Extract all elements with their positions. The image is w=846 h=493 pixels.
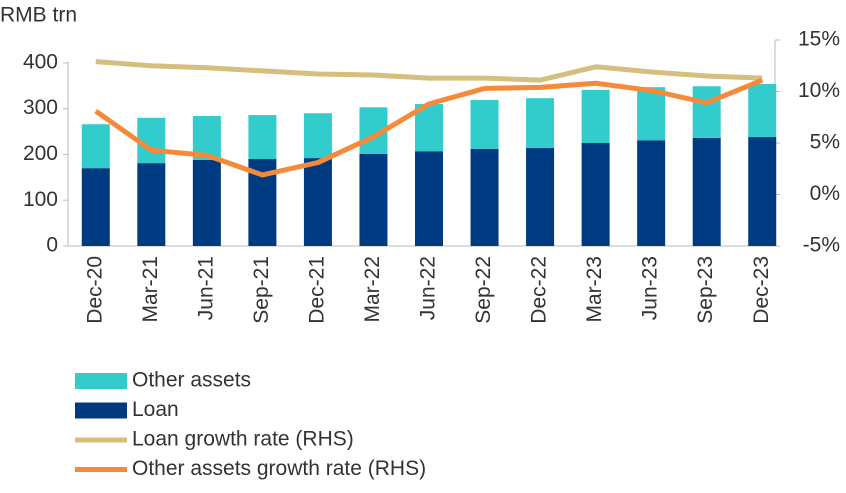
bar xyxy=(470,148,499,246)
y2-tick-label: 10% xyxy=(798,79,840,102)
x-tick-label: Sep-22 xyxy=(472,256,495,324)
x-tick-label: Dec-22 xyxy=(528,256,551,324)
bar xyxy=(137,117,166,164)
line xyxy=(94,77,764,178)
x-tick-label: Dec-20 xyxy=(83,256,106,324)
x-tick-label: Mar-23 xyxy=(583,256,606,323)
bar xyxy=(748,83,777,138)
x-tick-label: Jun-21 xyxy=(194,256,217,320)
bar xyxy=(137,163,166,246)
y2-tick-label: 15% xyxy=(798,28,840,51)
bar xyxy=(637,87,666,141)
bar xyxy=(415,151,443,246)
bar xyxy=(192,159,221,246)
x-tick-label: Mar-22 xyxy=(361,256,384,323)
line xyxy=(95,59,763,83)
y-tick-label: 300 xyxy=(23,96,58,119)
bar xyxy=(470,99,499,149)
y-tick-label: 0 xyxy=(46,234,58,257)
bar xyxy=(637,140,666,246)
bar xyxy=(581,143,610,246)
y2-tick-label: 0% xyxy=(810,182,840,205)
bar xyxy=(692,137,721,246)
bar xyxy=(303,158,332,246)
legend-swatch xyxy=(75,402,127,419)
bar xyxy=(526,98,555,149)
x-tick-label: Sep-23 xyxy=(694,256,717,324)
bar xyxy=(581,89,610,143)
y-tick-label: 200 xyxy=(23,142,58,165)
y2-tick-label: 5% xyxy=(810,131,840,154)
bar xyxy=(248,115,277,160)
y-tick-label: 100 xyxy=(23,188,58,211)
x-tick-label: Dec-21 xyxy=(305,256,328,324)
y-axis-label: RMB trn xyxy=(0,4,77,27)
x-tick-label: Jun-23 xyxy=(639,256,662,320)
bar xyxy=(81,168,110,246)
bar xyxy=(303,113,332,159)
bar xyxy=(359,153,388,246)
y2-tick-label: -5% xyxy=(803,234,840,257)
x-tick-label: Mar-21 xyxy=(139,256,162,323)
legend-label: Other assets growth rate (RHS) xyxy=(132,457,426,480)
legend-swatch xyxy=(75,373,127,389)
x-tick-label: Jun-22 xyxy=(417,256,440,320)
bar xyxy=(81,124,110,169)
bar xyxy=(692,86,721,138)
x-tick-label: Dec-23 xyxy=(750,256,773,324)
bar xyxy=(526,148,555,246)
bar xyxy=(748,137,777,246)
x-tick-label: Sep-21 xyxy=(250,256,273,324)
legend-label: Other assets xyxy=(132,369,251,392)
legend-label: Loan growth rate (RHS) xyxy=(132,428,354,451)
y-tick-label: 400 xyxy=(23,50,58,73)
legend-label: Loan xyxy=(132,398,179,421)
